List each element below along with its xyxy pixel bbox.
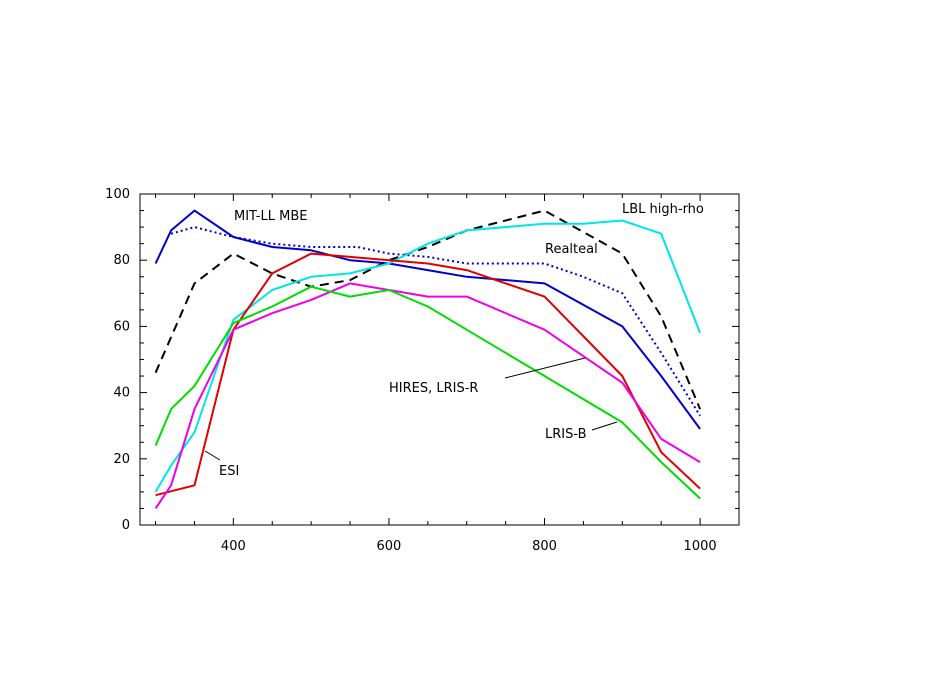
series-lris-b: [154, 285, 701, 500]
label-lris-b: LRIS-B: [545, 427, 587, 442]
y-tick-label: 60: [113, 319, 130, 334]
label-lbl-high-rho: LBL high-rho: [622, 202, 704, 217]
label-realteal: Realteal: [545, 242, 598, 257]
x-tick-label: 1000: [684, 539, 717, 554]
leader-hires-lris-r: [504, 357, 586, 379]
y-tick-label: 20: [113, 452, 130, 467]
y-tick-label: 0: [122, 518, 130, 533]
series-lbl-high-rho: [154, 219, 702, 493]
y-tick-label: 100: [105, 187, 130, 202]
label-hires-lris-r: HIRES, LRIS-R: [389, 381, 478, 396]
label-esi: ESI: [219, 464, 239, 479]
x-tick-label: 800: [532, 539, 557, 554]
annotation-leaders: [204, 357, 618, 461]
x-tick-label: 400: [221, 539, 246, 554]
y-tick-label: 40: [113, 386, 130, 401]
y-tick-label: 80: [113, 253, 130, 268]
series-mit-ll-mbe: [154, 209, 701, 430]
leader-lris-b: [591, 421, 618, 431]
series-hires-lris-r: [154, 282, 701, 509]
label-mit-ll-mbe: MIT-LL MBE: [234, 209, 307, 224]
leader-esi: [204, 450, 221, 461]
annotation-labels: MIT-LL MBE LBL high-rho Realteal HIRES, …: [219, 202, 704, 479]
series-mit-ll-dotted: [170, 226, 701, 417]
x-tick-label: 600: [377, 539, 402, 554]
series-esi: [155, 252, 701, 497]
series-group: [154, 209, 702, 509]
axis-tick-labels: 0 20 40 60 80 100 400 600 800 1000: [105, 187, 716, 554]
axis-ticks: [140, 193, 739, 526]
